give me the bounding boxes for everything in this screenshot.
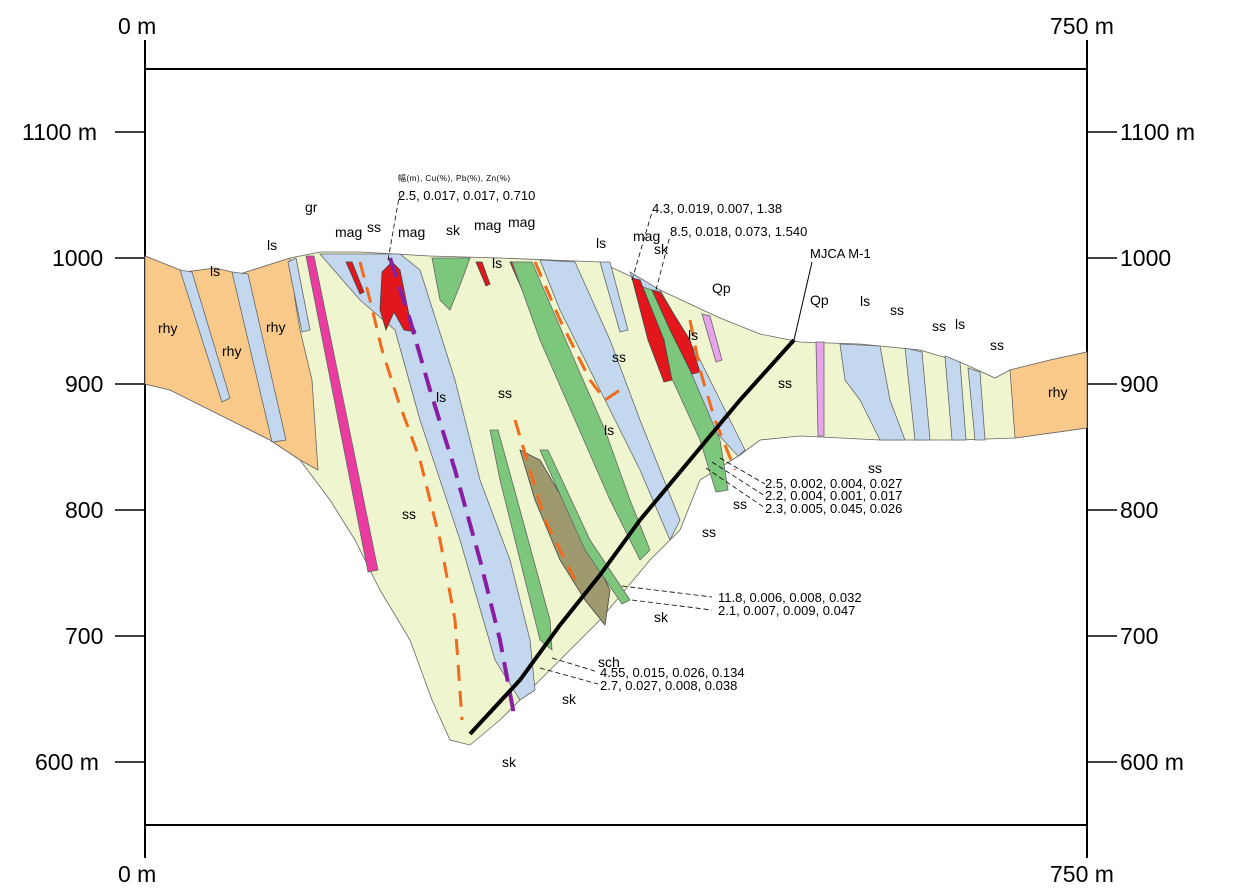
skarn-long (511, 261, 651, 561)
unit-label-ss: ss (702, 524, 716, 540)
distance-label-bottom-left: 0 m (118, 861, 156, 887)
magnetite-east (631, 277, 673, 383)
drillhole-collar-line (793, 261, 813, 341)
unit-label-mag: mag (398, 224, 425, 240)
unit-label-ls: ls (688, 327, 698, 343)
unit-label-ls: ls (596, 235, 606, 251)
assay-label: 2.7, 0.027, 0.008, 0.038 (600, 678, 737, 693)
unit-label-sch: sch (598, 654, 620, 670)
unit-label-mag: mag (633, 228, 660, 244)
elevation-label-left: 1000 (52, 245, 103, 271)
elevation-label-left: 800 (65, 497, 103, 523)
vein-line (388, 257, 517, 721)
assay-label: 2.3, 0.005, 0.045, 0.026 (765, 501, 902, 516)
quartz-porphyry-dike (701, 313, 723, 363)
unit-label-qp: Qp (712, 280, 731, 296)
unit-label-ss: ss (733, 496, 747, 512)
limestone-band (839, 343, 906, 441)
elevation-ticks (115, 131, 1117, 763)
assay-label: 2.5, 0.002, 0.004, 0.027 (765, 476, 902, 491)
skarn-band (431, 257, 471, 311)
elevation-label-left: 1100 m (22, 119, 97, 145)
unit-label-mag: mag (335, 224, 362, 240)
assay-label: 4.55, 0.015, 0.026, 0.134 (600, 665, 745, 680)
magnetite-lens (345, 261, 365, 295)
assay-legend: 幅(m), Cu(%), Pb(%), Zn(%) (398, 173, 511, 183)
section-frame (144, 40, 1088, 858)
unit-label-ls: ls (955, 316, 965, 332)
unit-label-ss: ss (932, 318, 946, 334)
granite-dike (305, 255, 379, 573)
elevation-label-right: 600 m (1120, 749, 1184, 775)
assay-label: 4.3, 0.019, 0.007, 1.38 (652, 201, 782, 216)
limestone-band (287, 257, 311, 333)
elevation-label-left: 900 (65, 371, 103, 397)
unit-label-ss: ss (778, 375, 792, 391)
distance-label-top-right: 750 m (1050, 13, 1114, 39)
drillhole-trace (468, 338, 796, 736)
fault-lines (358, 261, 737, 721)
elevation-label-right: 1100 m (1120, 119, 1195, 145)
unit-label-ls: ls (210, 263, 220, 279)
unit-label-sk: sk (502, 754, 517, 770)
limestone-band (944, 355, 967, 441)
rhyolite-west (144, 255, 319, 471)
assay-label: 2.5, 0.017, 0.017, 0.710 (398, 188, 535, 203)
elevation-label-right: 800 (1120, 497, 1158, 523)
limestone-band (599, 261, 629, 333)
unit-label-sk: sk (562, 691, 577, 707)
unit-label-ls: ls (436, 389, 446, 405)
limestone-mid (539, 259, 681, 541)
rhyolite-east (1009, 351, 1088, 439)
distance-label-bottom-right: 750 m (1050, 861, 1114, 887)
assay-label: 11.8, 0.006, 0.008, 0.032 (718, 590, 862, 605)
unit-label-ss: ss (890, 302, 904, 318)
unit-label-ls: ls (860, 293, 870, 309)
elevation-label-right: 700 (1120, 623, 1158, 649)
drillhole-label: MJCA M-1 (810, 246, 871, 261)
unit-label-ss: ss (402, 506, 416, 522)
unit-label-ss: ss (498, 385, 512, 401)
elevation-label-right: 1000 (1120, 245, 1171, 271)
assay-label: 8.5, 0.018, 0.073, 1.540 (670, 224, 807, 239)
limestone-central (319, 253, 536, 701)
unit-label-rhy: rhy (1048, 384, 1067, 400)
assay-label: 2.2, 0.004, 0.001, 0.017 (765, 488, 902, 503)
unit-label-ss: ss (990, 337, 1004, 353)
unit-label-ls: ls (267, 237, 277, 253)
unit-label-sk: sk (446, 222, 461, 238)
unit-label-rhy: rhy (158, 320, 177, 336)
unit-label-sk: sk (654, 241, 669, 257)
distance-label-top-left: 0 m (118, 13, 156, 39)
assay-leaders (387, 191, 766, 685)
unit-label-mag: mag (508, 214, 535, 230)
limestone-band (967, 367, 986, 441)
limestone-band (904, 347, 931, 441)
unit-labels: ls rhy rhy rhy ls gr mag ss mag sk mag m… (158, 199, 1067, 770)
unit-label-sk: sk (654, 609, 669, 625)
unit-label-rhy: rhy (222, 343, 241, 359)
magnetite-lens (379, 261, 417, 333)
elevation-label-left: 600 m (35, 749, 99, 775)
unit-label-qp: Qp (810, 292, 829, 308)
schist-lens (519, 449, 611, 626)
unit-label-gr: gr (305, 199, 318, 215)
skarn-band (539, 449, 631, 605)
limestone-band (179, 269, 231, 403)
quartz-porphyry-dike (815, 341, 825, 437)
unit-label-ls: ls (492, 255, 502, 271)
unit-label-ss: ss (612, 349, 626, 365)
unit-label-ls: ls (604, 422, 614, 438)
limestone-band (231, 271, 287, 443)
unit-label-ss: ss (367, 219, 381, 235)
skarn-band (489, 429, 553, 651)
unit-label-mag: mag (474, 217, 501, 233)
elevation-label-left: 700 (65, 623, 103, 649)
assay-label: 2.1, 0.007, 0.009, 0.047 (718, 603, 855, 618)
unit-label-rhy: rhy (266, 319, 285, 335)
magnetite-lens (475, 261, 491, 287)
unit-label-ss: ss (868, 460, 882, 476)
elevation-label-right: 900 (1120, 371, 1158, 397)
